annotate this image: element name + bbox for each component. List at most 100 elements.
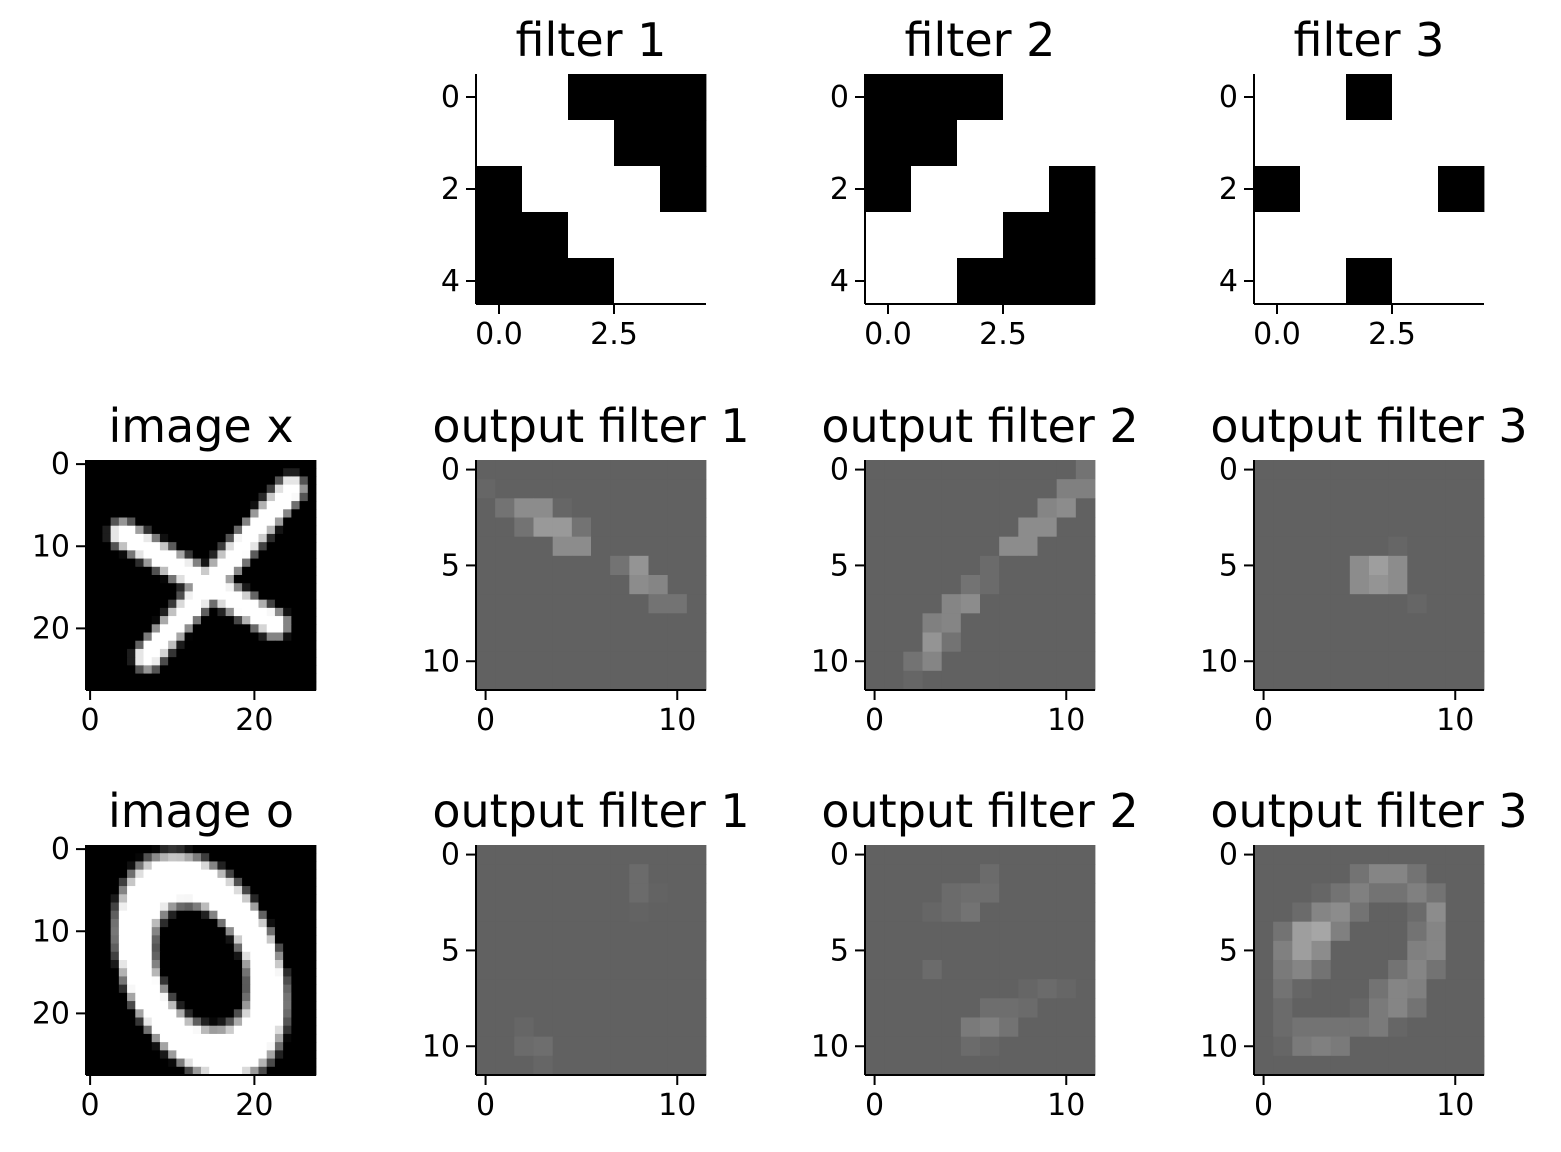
heatmap-cell: [159, 550, 169, 559]
heatmap-cell: [176, 1066, 185, 1076]
heatmap-cell: [1464, 536, 1485, 557]
heatmap-cell: [266, 869, 276, 879]
heatmap-cell: [283, 927, 292, 936]
heatmap-cell: [957, 212, 1004, 259]
heatmap-cell: [102, 583, 112, 592]
heatmap-cell: [1445, 979, 1466, 999]
heatmap-cell: [1349, 1017, 1370, 1038]
heatmap-cell: [242, 943, 251, 953]
heatmap-cell: [184, 632, 194, 642]
heatmap-cell: [102, 1009, 112, 1018]
heatmap-cell: [233, 665, 243, 674]
y-tick-label: 2: [830, 172, 849, 207]
heatmap-cell: [610, 479, 630, 499]
heatmap-cell: [1254, 258, 1301, 305]
heatmap-cell: [258, 460, 268, 469]
heatmap-cell: [159, 976, 169, 986]
heatmap-cell: [903, 883, 923, 903]
heatmap-cell: [110, 542, 120, 551]
heatmap-cell: [258, 845, 268, 854]
heatmap-cell: [217, 665, 227, 674]
heatmap-cell: [176, 1009, 185, 1018]
heatmap-cell: [1311, 979, 1332, 999]
heatmap-cell: [1056, 979, 1077, 999]
heatmap-cell: [266, 918, 276, 928]
y-tick-label: 2: [1219, 172, 1238, 207]
heatmap-cell: [266, 927, 276, 936]
heatmap-cell: [233, 845, 243, 854]
heatmap-cell: [250, 665, 259, 674]
heatmap-cell: [233, 968, 243, 977]
heatmap-cell: [571, 613, 592, 633]
heatmap-cell: [1369, 1055, 1389, 1076]
heatmap-cell: [1426, 517, 1447, 538]
heatmap-cell: [1075, 940, 1096, 961]
heatmap-cell: [242, 591, 251, 601]
heatmap-cell: [629, 998, 649, 1018]
heatmap-cell: [201, 1017, 210, 1027]
heatmap-cell: [102, 673, 112, 683]
heatmap-cell: [922, 1055, 943, 1076]
heatmap-cell: [94, 1017, 103, 1027]
heatmap-cell: [960, 998, 981, 1018]
heatmap-cell: [957, 258, 1004, 305]
heatmap-cell: [159, 861, 169, 871]
heatmap-cell: [110, 1066, 120, 1076]
heatmap-cell: [209, 648, 218, 658]
heatmap-cell: [201, 476, 210, 486]
heatmap-cell: [225, 992, 235, 1002]
heatmap-cell: [533, 517, 554, 538]
heatmap-cell: [184, 894, 194, 903]
heatmap-cell: [274, 1066, 284, 1076]
heatmap-cell: [299, 665, 309, 674]
heatmap-cell: [143, 648, 153, 658]
heatmap-cell: [209, 1058, 218, 1068]
heatmap-cell: [648, 1036, 669, 1057]
heatmap-cell: [1273, 998, 1293, 1018]
heatmap-cell: [1292, 1055, 1312, 1076]
heatmap-cell: [217, 624, 227, 633]
heatmap-cell: [86, 869, 95, 879]
heatmap-cell: [159, 869, 169, 879]
heatmap-cell: [192, 968, 202, 977]
heatmap-cell: [686, 998, 707, 1018]
heatmap-cell: [110, 960, 120, 969]
heatmap-cell: [1075, 517, 1096, 538]
heatmap-cell: [118, 665, 128, 674]
heatmap-cell: [307, 861, 317, 871]
heatmap-cell: [667, 921, 688, 942]
heatmap-cell: [176, 845, 185, 854]
heatmap-cell: [176, 484, 185, 494]
heatmap-cell: [266, 517, 276, 527]
heatmap-cell: [903, 594, 923, 614]
heatmap-cell: [176, 894, 185, 903]
heatmap-cell: [94, 509, 103, 518]
heatmap-cell: [168, 542, 177, 551]
heatmap-cell: [159, 927, 169, 936]
heatmap-cell: [307, 1017, 317, 1027]
heatmap-cell: [225, 935, 235, 944]
heatmap-cell: [110, 918, 120, 928]
heatmap-cell: [242, 509, 251, 518]
heatmap-cell: [1292, 845, 1312, 865]
heatmap-cell: [184, 976, 194, 986]
heatmap-cell: [1464, 632, 1485, 653]
heatmap-cell: [667, 1055, 688, 1076]
heatmap-cell: [135, 1066, 144, 1076]
heatmap-cell: [242, 951, 251, 961]
heatmap-cell: [127, 632, 136, 642]
heatmap-cell: [495, 1017, 515, 1038]
heatmap-cell: [1464, 594, 1485, 614]
heatmap-cell: [299, 992, 309, 1002]
heatmap-cell: [86, 476, 95, 486]
x-tick-label: 0.0: [864, 317, 912, 352]
heatmap-cell: [192, 886, 202, 895]
heatmap-cell: [151, 1066, 161, 1076]
heatmap-cell: [242, 566, 251, 576]
heatmap-cell: [291, 648, 300, 658]
heatmap-cell: [1273, 940, 1293, 961]
heatmap-cell: [591, 1055, 611, 1076]
heatmap-cell: [184, 853, 194, 862]
heatmap-cell: [960, 960, 981, 980]
heatmap-cell: [1407, 613, 1427, 633]
